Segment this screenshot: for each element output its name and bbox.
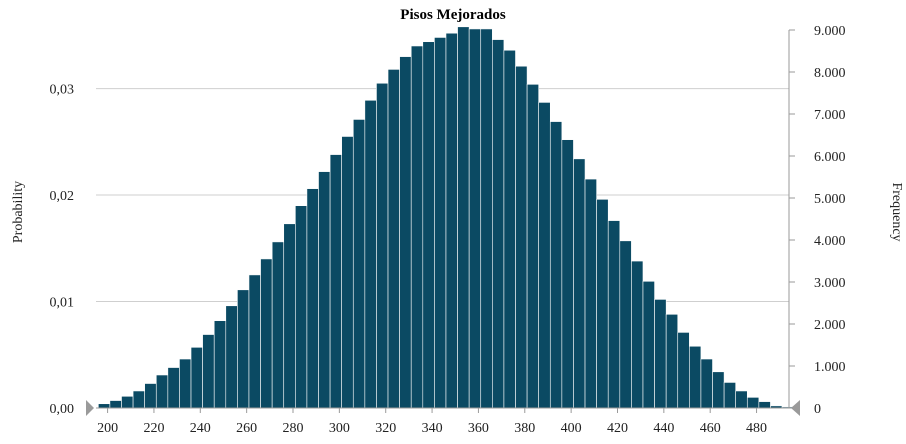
histogram-bar: [665, 313, 679, 409]
histogram-bar: [376, 82, 389, 409]
histogram-bar: [549, 121, 563, 409]
x-tick-label: 480: [746, 421, 767, 436]
x-tick-label: 200: [97, 421, 118, 436]
histogram-bar: [179, 358, 192, 409]
histogram-bar: [410, 45, 424, 409]
histogram-bar: [746, 397, 760, 409]
histogram-bar: [492, 39, 505, 409]
y-left-tick-label: 0,00: [50, 402, 75, 417]
histogram-bar: [700, 358, 713, 409]
x-tick-label: 300: [329, 421, 350, 436]
histogram-bar: [607, 220, 621, 409]
y-right-tick-label: 1.000: [814, 360, 846, 375]
histogram-bar: [561, 139, 574, 409]
histogram-bar: [735, 390, 748, 409]
x-tick-label: 360: [468, 421, 489, 436]
histogram-bar: [109, 400, 122, 409]
histogram-bar: [306, 188, 319, 409]
y-right-tick-label: 9.000: [814, 24, 846, 39]
left-range-marker-icon[interactable]: [86, 400, 94, 416]
histogram-bar: [712, 371, 725, 409]
histogram-bar: [480, 28, 493, 409]
histogram-bar: [144, 383, 157, 409]
histogram-bar: [503, 49, 516, 409]
histogram-bar: [422, 41, 435, 409]
histogram-bar: [387, 69, 400, 409]
y-axis-left-label: Probability: [11, 181, 26, 243]
histogram-bar: [538, 102, 551, 409]
histogram-bar: [213, 320, 227, 409]
y-right-tick-label: 7.000: [814, 108, 846, 123]
y-right-tick-label: 0: [814, 402, 821, 417]
x-tick-label: 440: [653, 421, 674, 436]
histogram-bar: [237, 289, 250, 409]
histogram-bar: [596, 199, 609, 409]
histogram-bar: [260, 258, 273, 409]
histogram-bar: [341, 136, 354, 409]
histogram-bar: [573, 158, 586, 409]
histogram-bar: [758, 401, 771, 409]
histogram-bar: [271, 241, 285, 409]
bars: [98, 26, 794, 409]
x-tick-label: 320: [375, 421, 396, 436]
y-axis-right-label: Frequency: [889, 182, 904, 241]
histogram-bar: [631, 260, 644, 409]
histogram-bar: [132, 390, 145, 409]
histogram-bar: [352, 119, 366, 409]
histogram-bar: [515, 65, 528, 409]
histogram-bar: [121, 395, 134, 409]
histogram-bar: [457, 26, 470, 409]
y-left-tick-label: 0,03: [50, 83, 75, 98]
x-tick-label: 460: [700, 421, 721, 436]
histogram-bar: [98, 403, 111, 409]
histogram-bar: [202, 334, 215, 409]
x-tick-label: 340: [422, 421, 443, 436]
histogram-bar: [677, 332, 690, 409]
histogram-bar: [318, 171, 331, 409]
histogram-bar: [155, 374, 169, 409]
histogram-bar: [364, 99, 377, 409]
histogram-bar: [295, 205, 308, 409]
y-right-tick-label: 5.000: [814, 192, 846, 207]
x-tick-label: 380: [514, 421, 535, 436]
histogram-bar: [642, 280, 655, 409]
y-right-tick-label: 8.000: [814, 66, 846, 81]
x-tick-label: 220: [143, 421, 164, 436]
histogram-bar: [654, 299, 667, 409]
y-right-tick-label: 4.000: [814, 234, 846, 249]
axes: 0,00 0,01 0,02 0,03 200 220 240 260 280 300 320 340…: [50, 24, 846, 436]
y-left-tick-label: 0,02: [50, 189, 75, 204]
y-left-tick-label: 0,01: [50, 296, 75, 311]
y-right-tick-label: 2.000: [814, 318, 846, 333]
x-tick-label: 420: [607, 421, 628, 436]
x-tick-label: 260: [236, 421, 257, 436]
histogram-bar: [225, 305, 238, 409]
x-tick-label: 280: [283, 421, 304, 436]
histogram-bar: [468, 28, 482, 409]
histogram-bar: [248, 274, 261, 409]
chart-title: Pisos Mejorados: [400, 7, 506, 23]
histogram-bar: [434, 37, 447, 409]
y-right-tick-label: 6.000: [814, 150, 846, 165]
y-right-tick-label: 3.000: [814, 276, 846, 291]
right-range-marker-icon[interactable]: [791, 400, 800, 416]
histogram-bar: [329, 154, 342, 409]
histogram-bar: [190, 347, 203, 409]
histogram-bar: [689, 345, 702, 409]
histogram-bar: [283, 223, 296, 409]
histogram-bar: [584, 178, 597, 409]
histogram-bar: [167, 367, 180, 409]
x-tick-label: 240: [190, 421, 211, 436]
histogram-bar: [526, 84, 539, 409]
histogram-bar: [445, 32, 458, 409]
histogram-bar: [399, 56, 412, 409]
histogram-bar: [723, 382, 736, 409]
histogram-bar: [619, 240, 632, 409]
x-tick-label: 400: [561, 421, 582, 436]
